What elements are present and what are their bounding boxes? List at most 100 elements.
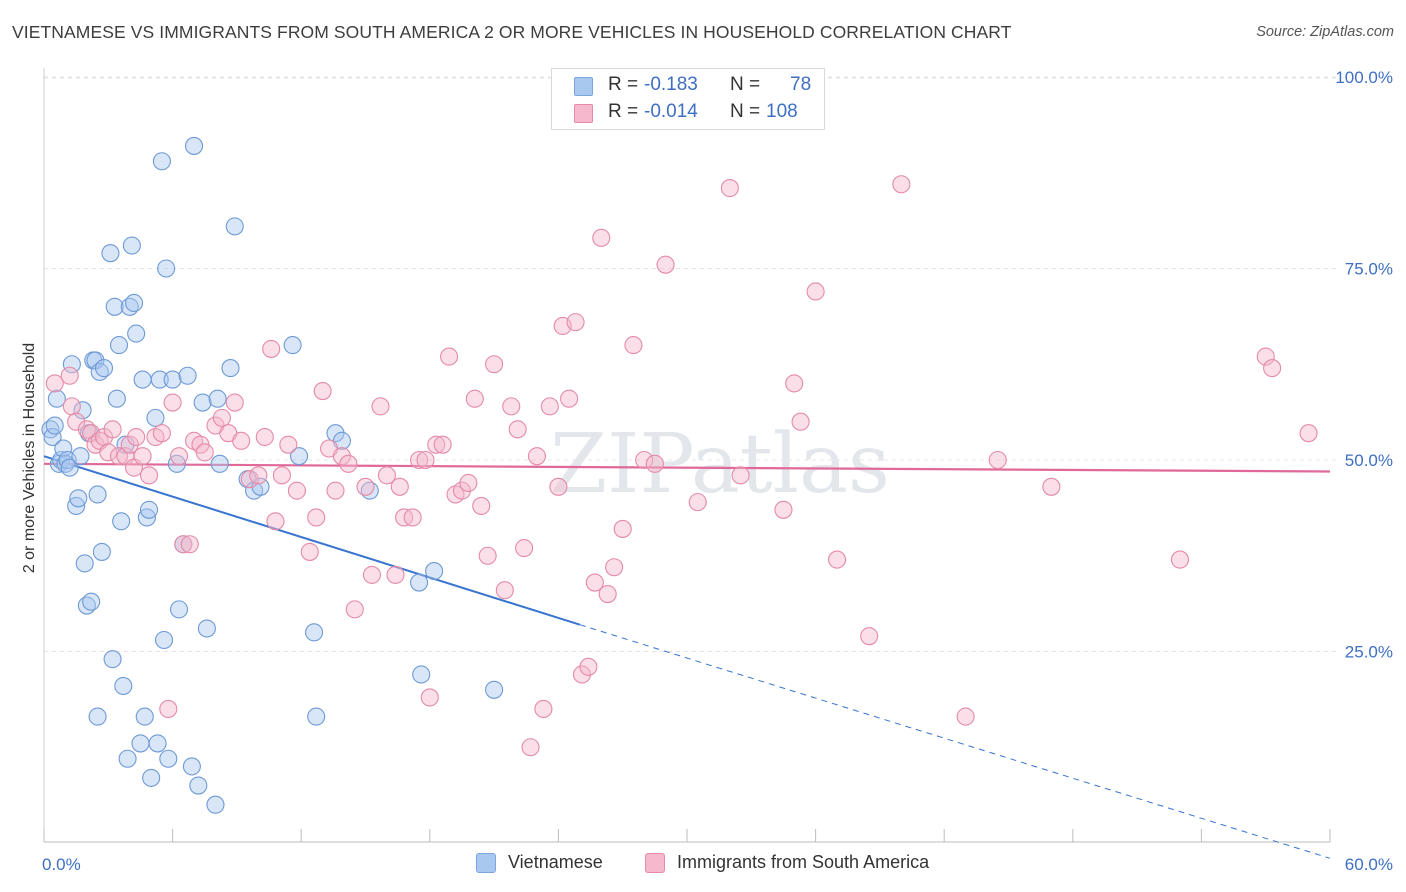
legend-label-vietnamese: Vietnamese bbox=[508, 852, 603, 872]
south-america-point bbox=[212, 408, 231, 427]
vietnamese-point bbox=[167, 454, 186, 473]
legend-swatch-vietnamese bbox=[574, 77, 593, 96]
south-america-point bbox=[403, 508, 422, 527]
south-america-trend-line bbox=[43, 462, 1331, 473]
south-america-point bbox=[133, 447, 152, 466]
data-points bbox=[41, 136, 1318, 814]
vietnamese-point bbox=[54, 439, 73, 458]
south-america-point bbox=[326, 481, 345, 500]
south-america-point bbox=[452, 481, 472, 500]
south-america-point bbox=[362, 565, 381, 584]
vietnamese-point bbox=[157, 259, 176, 278]
south-america-point bbox=[255, 427, 274, 447]
south-america-point bbox=[99, 443, 118, 462]
y-tick-label: 25.0% bbox=[1345, 643, 1393, 662]
south-america-point bbox=[521, 738, 540, 757]
south-america-point bbox=[1299, 424, 1318, 443]
south-america-point bbox=[1170, 550, 1190, 569]
vietnamese-point bbox=[142, 768, 161, 787]
x-tick-label: 60.0% bbox=[1345, 855, 1393, 874]
south-america-point bbox=[688, 493, 707, 512]
south-america-point bbox=[508, 420, 527, 439]
vietnamese-point bbox=[178, 366, 197, 385]
vietnamese-point bbox=[71, 447, 90, 466]
vietnamese-point bbox=[225, 217, 244, 236]
vietnamese-point bbox=[103, 650, 122, 669]
legend-n-label: N = bbox=[730, 74, 761, 95]
vietnamese-point bbox=[148, 734, 167, 753]
vietnamese-point bbox=[75, 554, 94, 573]
vietnamese-point bbox=[152, 152, 171, 171]
vietnamese-point bbox=[118, 749, 137, 768]
vietnamese-point bbox=[290, 447, 309, 466]
south-america-point bbox=[109, 447, 129, 466]
south-america-point bbox=[502, 397, 521, 416]
y-tick-label: 100.0% bbox=[1335, 68, 1393, 87]
south-america-point bbox=[731, 466, 750, 485]
vietnamese-point bbox=[107, 389, 126, 408]
vietnamese-point bbox=[135, 707, 154, 726]
y-tick-label: 50.0% bbox=[1345, 451, 1393, 470]
vietnamese-point bbox=[326, 424, 345, 443]
south-america-point bbox=[605, 558, 624, 577]
south-america-point bbox=[465, 389, 484, 408]
vietnamese-point bbox=[43, 427, 62, 447]
south-america-point bbox=[139, 466, 159, 485]
south-america-point bbox=[152, 424, 171, 443]
x-tick-label: 0.0% bbox=[42, 855, 81, 874]
south-america-point bbox=[195, 443, 214, 462]
south-america-point bbox=[440, 347, 459, 366]
vietnamese-point bbox=[189, 776, 208, 795]
south-america-point bbox=[386, 565, 405, 584]
vietnamese-point bbox=[67, 496, 86, 516]
vietnamese-point bbox=[208, 389, 227, 408]
vietnamese-point bbox=[45, 416, 64, 435]
legend-r-label: R = bbox=[608, 74, 639, 95]
vietnamese-point bbox=[146, 408, 165, 427]
watermark: ZIPatlas bbox=[550, 417, 890, 512]
vietnamese-point bbox=[307, 707, 326, 726]
south-america-point bbox=[339, 454, 358, 473]
south-america-point bbox=[356, 477, 375, 496]
vietnamese-point bbox=[60, 458, 79, 477]
trend-lines bbox=[43, 455, 1331, 859]
south-america-point bbox=[159, 699, 178, 719]
tick-labels: 25.0% 50.0% 75.0% 100.0% 0.0% 60.0% bbox=[42, 68, 1393, 874]
south-america-point bbox=[420, 688, 439, 707]
south-america-point bbox=[572, 665, 592, 684]
south-america-point bbox=[956, 707, 975, 726]
vietnamese-point bbox=[163, 370, 182, 389]
vietnamese-point bbox=[62, 355, 81, 374]
south-america-point bbox=[527, 447, 547, 466]
south-america-point bbox=[266, 512, 285, 531]
vietnamese-point bbox=[47, 389, 66, 408]
south-america-point bbox=[103, 420, 122, 439]
y-axis-label: 2 or more Vehicles in Household bbox=[21, 342, 38, 574]
vietnamese-point bbox=[101, 244, 120, 263]
south-america-point bbox=[1042, 477, 1061, 496]
south-america-point bbox=[371, 397, 390, 416]
south-america-point bbox=[478, 546, 497, 565]
south-america-point bbox=[585, 573, 604, 592]
south-america-point bbox=[287, 481, 306, 500]
vietnamese-point bbox=[133, 370, 152, 389]
vietnamese-point bbox=[159, 749, 178, 768]
south-america-point bbox=[785, 374, 804, 393]
south-america-point bbox=[540, 397, 559, 416]
south-america-point bbox=[720, 179, 739, 198]
vietnamese-point bbox=[105, 297, 124, 316]
vietnamese-point bbox=[114, 676, 133, 696]
south-america-point bbox=[472, 496, 491, 516]
vietnamese-point bbox=[137, 508, 156, 527]
vietnamese-point bbox=[197, 619, 216, 638]
vietnamese-point bbox=[127, 324, 146, 343]
legend-n-label: N = bbox=[730, 101, 761, 122]
south-america-point bbox=[1256, 347, 1275, 366]
south-america-point bbox=[860, 627, 879, 646]
south-america-point bbox=[534, 699, 553, 719]
south-america-point bbox=[345, 600, 364, 619]
legend-r-value: -0.014 bbox=[644, 101, 698, 122]
south-america-point bbox=[433, 435, 452, 454]
south-america-point bbox=[180, 535, 199, 554]
